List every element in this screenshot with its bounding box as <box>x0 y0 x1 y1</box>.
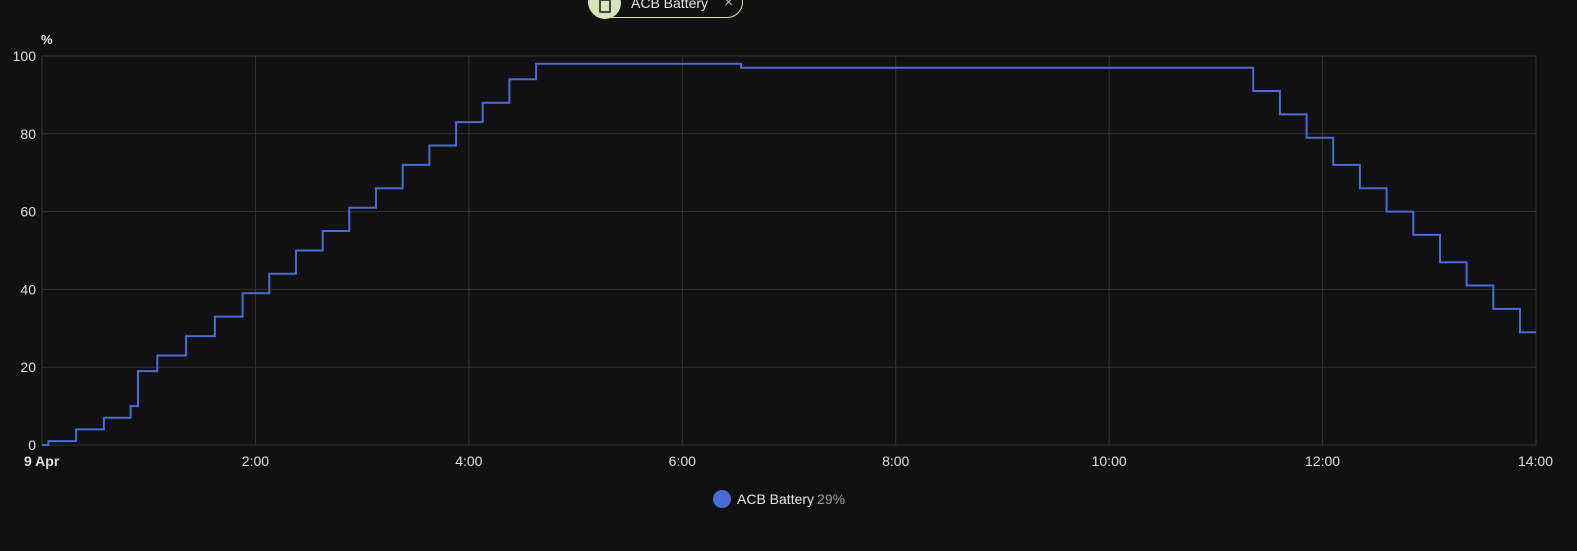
x-tick-label: 4:00 <box>455 453 482 469</box>
x-tick-label: 6:00 <box>669 453 696 469</box>
y-axis-unit-label: % <box>41 32 53 47</box>
y-tick-label: 40 <box>20 281 36 297</box>
filter-chip-label: ACB Battery <box>631 0 709 11</box>
x-tick-label: 2:00 <box>242 453 269 469</box>
x-tick-label: 9 Apr <box>24 453 60 469</box>
y-tick-label: 0 <box>28 437 36 453</box>
entity-filter-chip[interactable]: ACB Battery × <box>588 0 744 19</box>
legend-color-dot <box>713 490 731 509</box>
y-tick-label: 100 <box>13 48 37 64</box>
legend-series-name: ACB Battery <box>737 491 815 507</box>
chart-legend-item[interactable]: ACB Battery 29% <box>713 488 845 510</box>
x-tick-label: 10:00 <box>1092 453 1127 469</box>
y-tick-label: 80 <box>20 126 36 142</box>
x-tick-label: 12:00 <box>1305 453 1340 469</box>
x-tick-label: 14:00 <box>1518 453 1553 469</box>
history-chart: 0 20 40 60 80 100 9 Apr 2:00 4:00 6:00 8:00 10:00 1… <box>13 32 1554 469</box>
battery-icon <box>589 0 621 19</box>
legend-current-value: 29% <box>817 491 846 507</box>
close-icon[interactable]: × <box>724 0 734 11</box>
y-tick-label: 60 <box>20 204 36 220</box>
x-tick-label: 8:00 <box>882 453 909 469</box>
series-line-acb-battery <box>42 62 1536 446</box>
y-tick-label: 20 <box>20 359 36 375</box>
